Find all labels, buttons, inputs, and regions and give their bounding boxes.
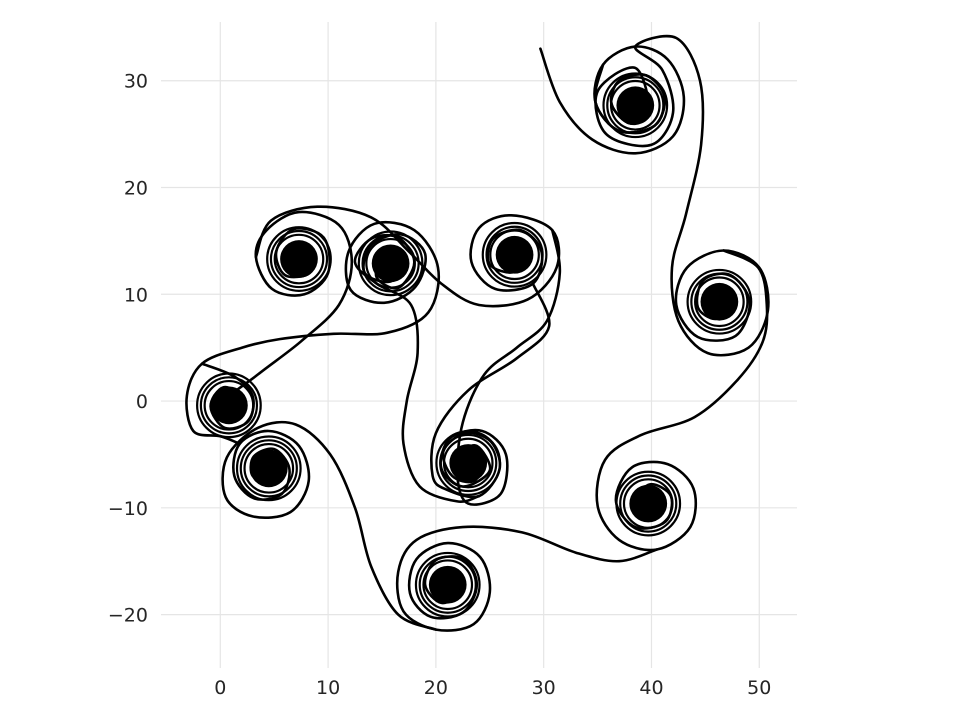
x-tick-label: 40 <box>639 677 663 699</box>
vortex-core-disc <box>428 565 467 604</box>
vortex-core-disc <box>700 282 739 321</box>
y-tick-label: −20 <box>108 605 148 627</box>
series-line <box>593 34 770 357</box>
vortex-core-ring <box>694 276 745 328</box>
x-tick-label: 30 <box>532 677 556 699</box>
vortex-core-disc <box>616 86 655 125</box>
series-line <box>353 233 481 503</box>
vortex-core <box>235 435 302 502</box>
vortex-core-ring <box>481 221 548 288</box>
vortex-core-ring <box>686 268 753 335</box>
vortex-cores <box>196 72 753 618</box>
vortex-core-ring <box>269 229 329 289</box>
series-line <box>439 228 562 506</box>
y-tick-label: 0 <box>136 391 148 413</box>
series-line <box>254 205 561 308</box>
vortex-core-disc <box>629 484 668 523</box>
x-tick-labels: 0 10 20 30 40 50 <box>214 677 771 699</box>
vortex-core-disc <box>249 449 288 488</box>
vortex-core <box>615 470 682 537</box>
series-lines <box>185 34 770 632</box>
grid-lines <box>161 22 797 668</box>
vortex-core-ring <box>243 442 295 494</box>
series-line <box>200 210 354 430</box>
series-line <box>221 420 438 631</box>
y-tick-label: 10 <box>124 284 148 306</box>
x-tick-label: 0 <box>214 677 226 699</box>
y-tick-label: 20 <box>124 178 148 200</box>
vortex-core-ring <box>273 233 325 285</box>
vortex-core-disc <box>371 244 410 283</box>
vortex-core-ring <box>199 376 259 435</box>
vortex-core-ring <box>422 559 474 611</box>
x-tick-label: 50 <box>747 677 771 699</box>
vortex-core <box>414 551 481 618</box>
y-tick-labels: −20 −10 0 10 20 30 <box>108 71 148 627</box>
vortex-core-ring <box>239 439 298 498</box>
series-line <box>430 282 551 499</box>
vortex-core-disc <box>280 240 318 278</box>
series-line <box>595 249 769 552</box>
vortex-core-ring <box>619 474 678 533</box>
y-tick-label: −10 <box>108 498 148 520</box>
y-tick-label: 30 <box>124 71 148 93</box>
series-line <box>395 525 659 632</box>
vortex-core-disc <box>210 386 248 425</box>
x-tick-label: 20 <box>424 677 448 699</box>
x-tick-label: 10 <box>316 677 340 699</box>
